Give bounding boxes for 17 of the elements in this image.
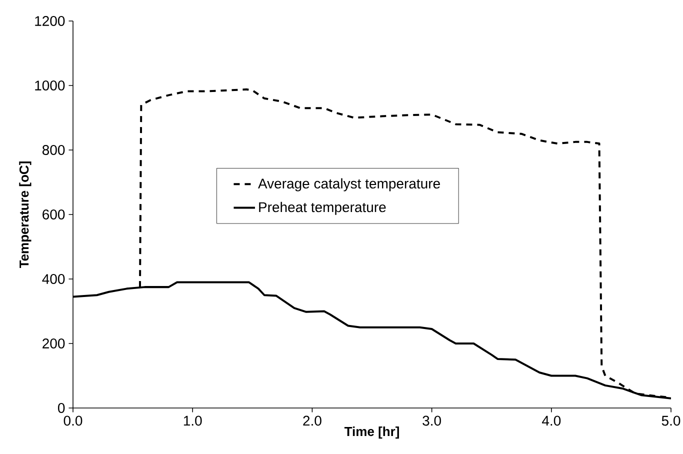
- x-tick-label: 0.0: [64, 416, 82, 426]
- legend-label: Average catalyst temperature: [258, 178, 440, 192]
- x-tick-label: 1.0: [184, 416, 202, 426]
- x-tick-label: 4.0: [542, 416, 561, 426]
- x-axis-title: Time [hr]: [344, 426, 399, 439]
- y-tick-label: 400: [42, 274, 65, 284]
- x-tick-label: 3.0: [422, 416, 441, 426]
- x-tick-label: 5.0: [662, 416, 680, 426]
- y-tick-label: 1000: [35, 80, 65, 90]
- legend-label: Preheat temperature: [259, 202, 386, 215]
- y-tick-label: 0: [58, 403, 65, 413]
- y-tick-label: 200: [42, 338, 65, 348]
- y-tick-label: 600: [42, 210, 65, 220]
- y-axis-title: Temperature [oC]: [19, 162, 32, 268]
- y-tick-label: 1200: [35, 16, 65, 26]
- x-tick-label: 2.0: [303, 416, 322, 426]
- y-tick-label: 800: [42, 145, 65, 155]
